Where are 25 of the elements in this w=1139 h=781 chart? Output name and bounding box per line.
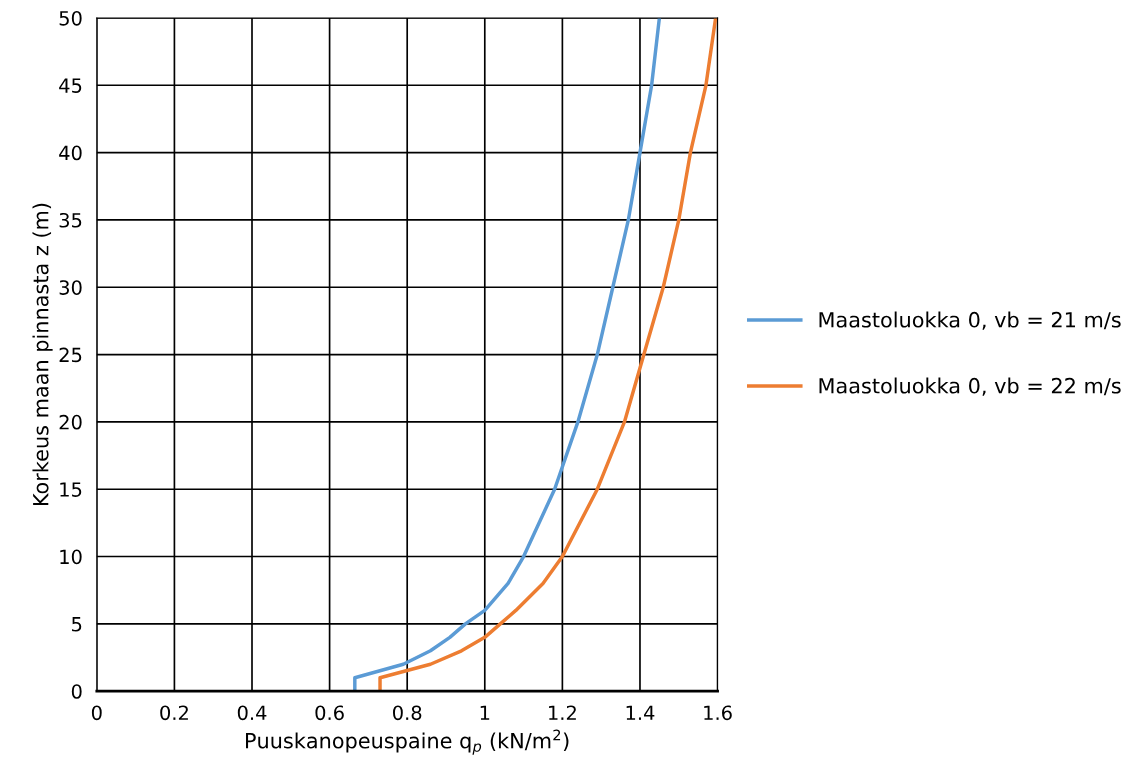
x-tick-label: 0 [91,705,102,721]
y-tick-label: 50 [59,10,82,26]
x-tick-label: 0.8 [393,705,422,721]
x-tick-label: 0.6 [315,705,344,721]
legend-label: Maastoluokka 0, vb = 22 m/s [819,377,1121,396]
x-tick-label: 1.6 [704,705,732,721]
x-tick-label: 1.4 [626,705,655,720]
y-tick-label: 15 [60,482,82,497]
y-tick-label: 25 [59,347,82,363]
y-tick-label: 10 [60,549,82,565]
x-axis-title: Puuskanopeuspaine q$_{p}$ (kN/m$^{2}$) [246,729,569,755]
legend-label: Maastoluokka 0, vb = 21 m/s [819,311,1121,330]
x-tick-label: 0.4 [237,705,267,721]
x-tick-label: 1.2 [549,705,576,720]
line-series [353,17,662,692]
y-tick-label: 40 [59,145,82,161]
x-tick-label: 1 [480,705,490,720]
y-tick-label: 0 [71,684,82,699]
y-axis-title: Korkeus maan pinnasta z (m) [32,203,53,506]
y-tick-label: 20 [59,414,82,430]
y-tick-label: 35 [59,212,82,228]
y-tick-label: 30 [59,280,82,295]
y-tick-label: 5 [72,617,82,632]
y-tick-label: 45 [59,78,82,93]
x-tick-label: 0.2 [160,705,188,721]
